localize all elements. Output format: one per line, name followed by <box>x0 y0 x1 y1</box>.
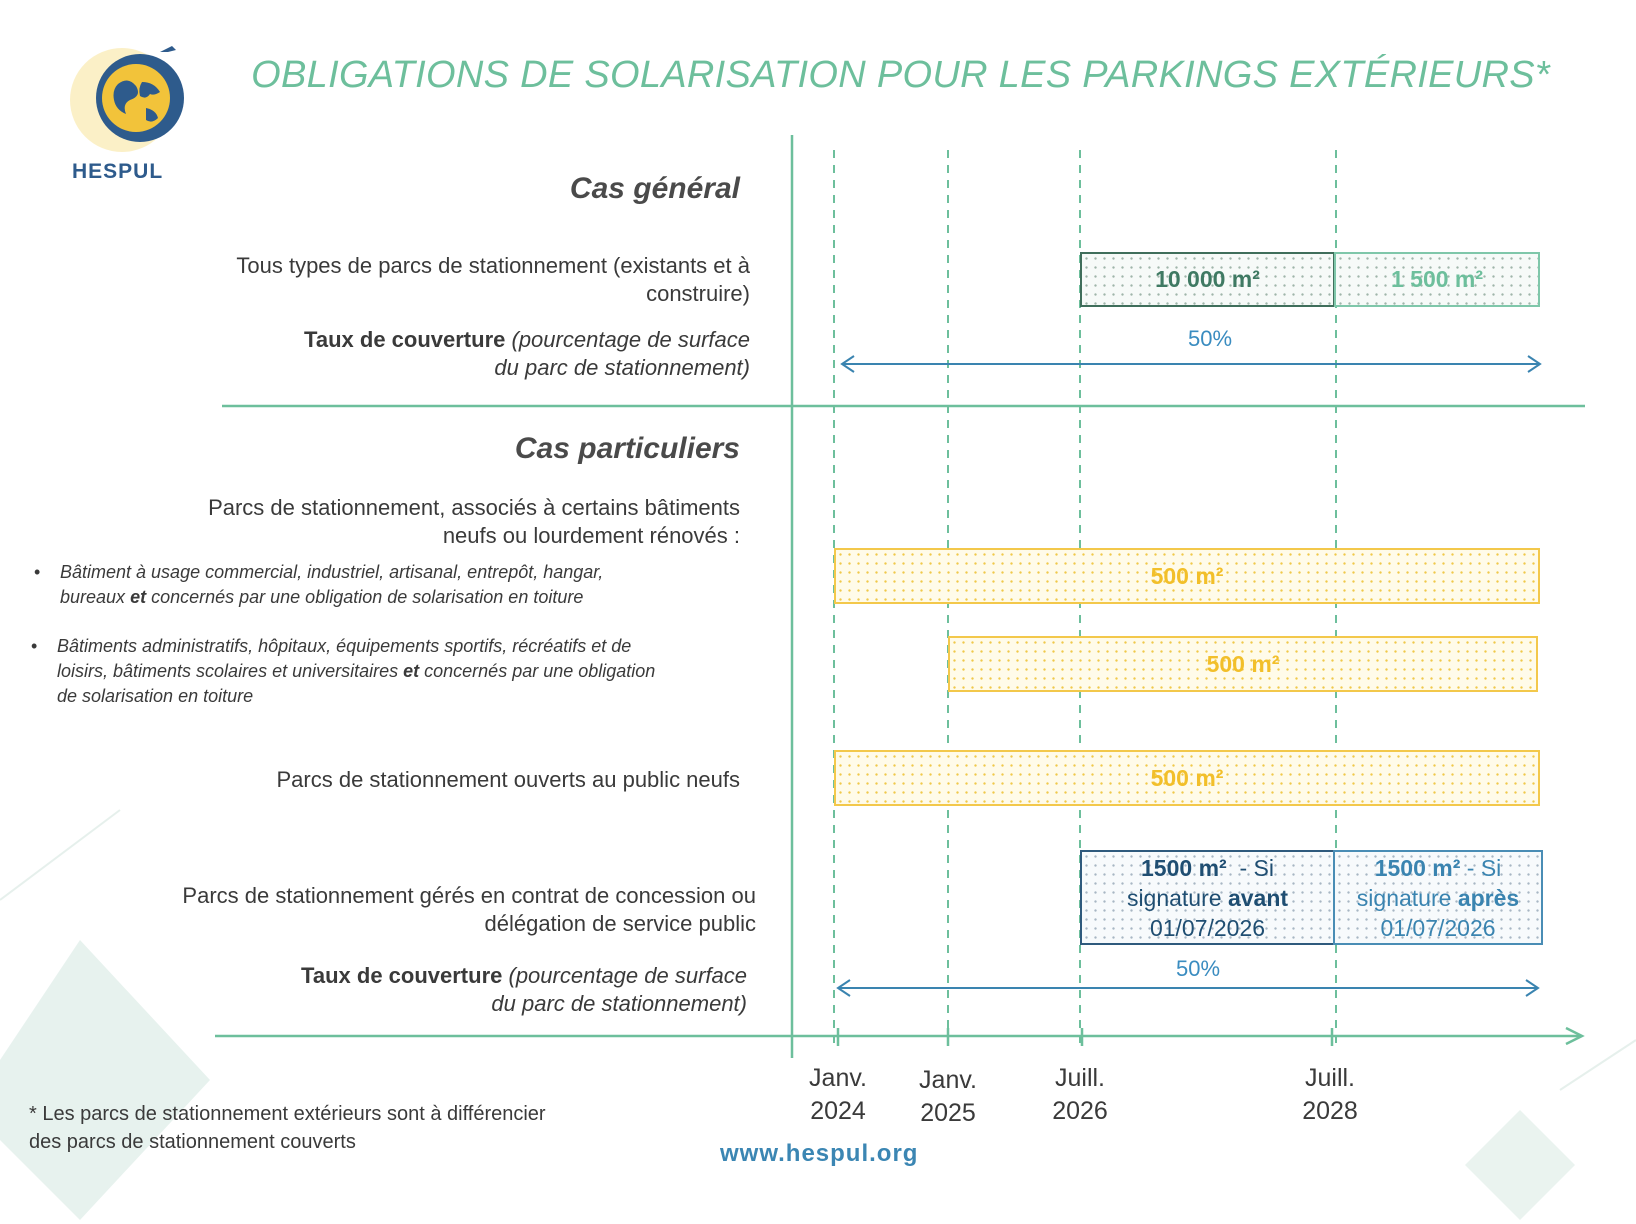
logo-text: HESPUL <box>72 160 164 183</box>
particular-intro-line-1: Parcs de stationnement, associés à certa… <box>208 495 740 520</box>
bullet-administrative-line-1: Bâtiments administratifs, hôpitaux, équi… <box>57 636 632 656</box>
general-rate-italic-2: du parc de stationnement) <box>494 355 750 380</box>
website-link[interactable]: www.hespul.org <box>720 1140 919 1167</box>
tick-label-2025: Janv. 2025 <box>888 1064 1008 1130</box>
bullet-administrative-line-2-bold: et <box>403 661 420 681</box>
background-shape-right <box>1465 1110 1575 1220</box>
tick-label-2024-month: Janv. <box>809 1064 867 1092</box>
bullet-dot: • <box>34 562 41 582</box>
general-rate-label: Taux de couverture (pourcentage de surfa… <box>100 326 750 382</box>
footnote: * Les parcs de stationnement extérieurs … <box>29 1100 546 1156</box>
section-heading-particular: Cas particuliers <box>514 432 740 465</box>
tick-label-2024-year: 2024 <box>810 1097 866 1125</box>
coverage-arrow-particular <box>836 979 1540 997</box>
tick-label-2028-month: Juill. <box>1304 1064 1355 1092</box>
bar-concession-before: 1500 m² - Si signature avant 01/07/2026 <box>1080 850 1335 945</box>
particular-intro-label: Parcs de stationnement, associés à certa… <box>100 494 740 550</box>
bar-administrative-500: 500 m² <box>948 636 1538 692</box>
bullet-commercial-line-1: Bâtiment à usage commercial, industriel,… <box>60 562 604 582</box>
coverage-arrow-general <box>840 355 1542 373</box>
general-row-label-line-1: Tous types de parcs de stationnement (ex… <box>236 253 750 278</box>
tick-label-2028-year: 2028 <box>1302 1097 1358 1125</box>
general-rate-italic-1: (pourcentage de surface <box>511 327 751 352</box>
concession-after-date: 01/07/2026 <box>1380 914 1496 941</box>
particular-rate-bold: Taux de couverture <box>301 963 503 988</box>
particular-rate-label: Taux de couverture (pourcentage de surfa… <box>100 962 747 1018</box>
bar-commercial-500: 500 m² <box>834 548 1540 604</box>
concession-label-line-1: Parcs de stationnement gérés en contrat … <box>182 883 756 908</box>
bullet-commercial-line-2-pre: bureaux <box>60 587 131 607</box>
bullet-dot: • <box>31 636 38 656</box>
tick-label-2026-month: Juill. <box>1054 1064 1105 1092</box>
section-heading-general: Cas général <box>569 172 740 205</box>
tick-label-2025-month: Janv. <box>919 1066 977 1094</box>
bullet-administrative-line-3: de solarisation en toiture <box>57 686 254 706</box>
bar-general-1500: 1 500 m² <box>1334 252 1540 307</box>
tick-label-2026: Juill. 2026 <box>1020 1062 1140 1128</box>
concession-label: Parcs de stationnement gérés en contrat … <box>100 882 756 938</box>
bullet-commercial-line-2-post: concernés par une obligation de solarisa… <box>146 587 584 607</box>
particular-rate-value: 50% <box>1175 956 1221 981</box>
concession-after-si: - Si <box>1460 854 1502 881</box>
tick-label-2024: Janv. 2024 <box>778 1062 898 1128</box>
footnote-line-2: des parcs de stationnement couverts <box>29 1131 356 1153</box>
background-line-left <box>0 809 121 901</box>
general-row-label: Tous types de parcs de stationnement (ex… <box>100 252 750 308</box>
general-rate-bold: Taux de couverture <box>304 327 506 352</box>
tick-label-2026-year: 2026 <box>1052 1097 1108 1125</box>
public-parking-label: Parcs de stationnement ouverts au public… <box>276 767 741 792</box>
timeline-arrowhead <box>1565 1026 1585 1046</box>
bullet-commercial-line-2-bold: et <box>130 587 147 607</box>
concession-before-si: - Si <box>1226 854 1274 881</box>
tick-label-2028: Juill. 2028 <box>1270 1062 1390 1128</box>
bullet-administrative-line-2-pre: loisirs, bâtiments scolaires et universi… <box>57 661 404 681</box>
concession-before-area: 1500 m² <box>1141 854 1227 881</box>
concession-after-area: 1500 m² <box>1374 854 1461 881</box>
particular-rate-italic-2: du parc de stationnement) <box>491 991 747 1016</box>
concession-before-signature: signature <box>1126 884 1228 911</box>
bullet-administrative-line-2-post: concernés par une obligation <box>419 661 656 681</box>
concession-after-apres: après <box>1457 884 1520 911</box>
hespul-logo-icon <box>70 46 184 152</box>
background-line-right <box>1559 1039 1636 1091</box>
background-shape-left <box>0 940 210 1220</box>
concession-before-avant: avant <box>1227 884 1289 911</box>
bullet-commercial: • Bâtiment à usage commercial, industrie… <box>34 560 760 610</box>
bullet-administrative: • Bâtiments administratifs, hôpitaux, éq… <box>31 634 777 709</box>
general-rate-value: 50% <box>1187 326 1233 351</box>
footnote-line-1: * Les parcs de stationnement extérieurs … <box>29 1103 546 1125</box>
bar-concession-after: 1500 m² - Si signature après 01/07/2026 <box>1333 850 1543 945</box>
concession-before-date: 01/07/2026 <box>1149 914 1266 941</box>
particular-intro-line-2: neufs ou lourdement rénovés : <box>442 523 740 548</box>
general-row-label-line-2: construire) <box>646 281 750 306</box>
tick-label-2025-year: 2025 <box>920 1099 976 1127</box>
particular-rate-italic-1: (pourcentage de surface <box>508 963 748 988</box>
concession-after-signature: signature <box>1356 884 1458 911</box>
concession-label-line-2: délégation de service public <box>484 911 756 936</box>
page-title: OBLIGATIONS DE SOLARISATION POUR LES PAR… <box>251 54 1550 96</box>
bar-public-500: 500 m² <box>834 750 1540 806</box>
bar-general-10000: 10 000 m² <box>1080 252 1335 307</box>
